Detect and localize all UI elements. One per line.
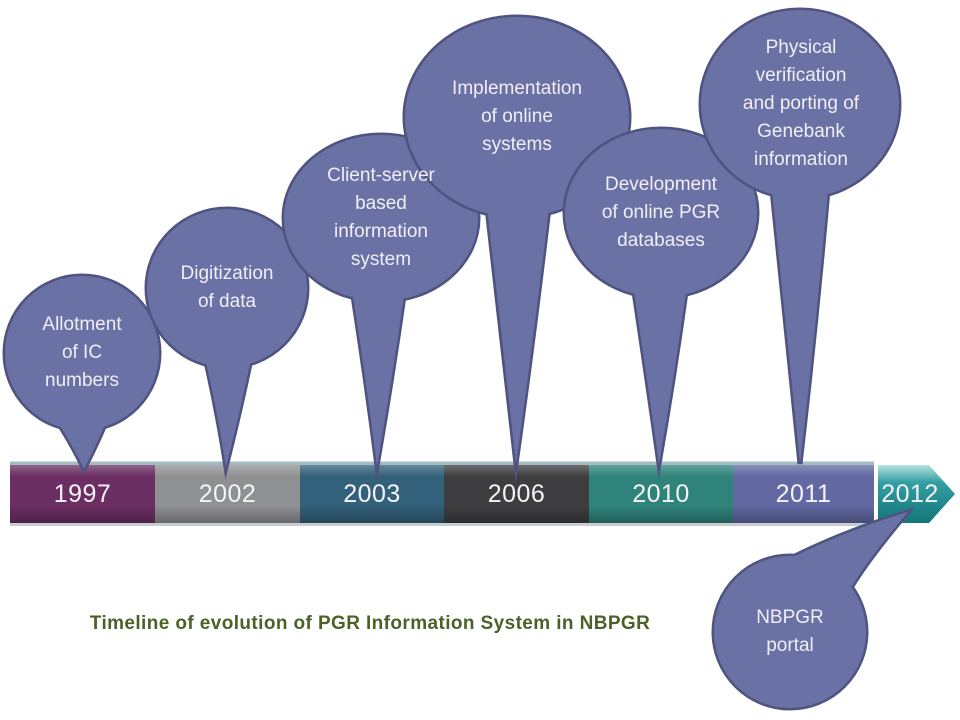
balloon-2002 [144,206,310,480]
balloon-2010 [562,126,760,481]
year-label-2012: 2012 [881,479,939,508]
year-label-2002: 2002 [198,479,257,508]
year-label-1997: 1997 [53,479,112,508]
bar-top-edge [10,461,874,465]
balloon-2011 [698,7,902,465]
balloon-2006 [402,14,632,465]
balloon-label-2006: Implementation of online systems [452,78,582,155]
balloon-label-1997: Allotment of IC numbers [42,314,122,391]
year-label-2011: 2011 [775,479,832,508]
caption: Timeline of evolution of PGR Information… [89,613,651,634]
balloon-label-2012-portal: NBPGR portal [756,607,824,656]
balloon-label-2003: Client-server based information system [327,165,435,270]
timeline-arrow-2012 [878,465,955,523]
year-label-2010: 2010 [632,479,690,508]
balloon-1997 [2,273,162,475]
bar-bottom-shadow [10,523,874,526]
year-label-2003: 2003 [343,479,401,508]
balloon-label-2002: Digitization of data [180,263,274,312]
balloon-label-2010: Development of online PGR databases [601,174,721,251]
bar-bevel-overlay [10,465,874,523]
year-label-2006: 2006 [487,479,546,508]
timeline-bar [10,461,955,526]
balloon-label-2011: Physical verification and porting of Gen… [742,37,860,170]
balloon-2012-portal [711,507,916,711]
